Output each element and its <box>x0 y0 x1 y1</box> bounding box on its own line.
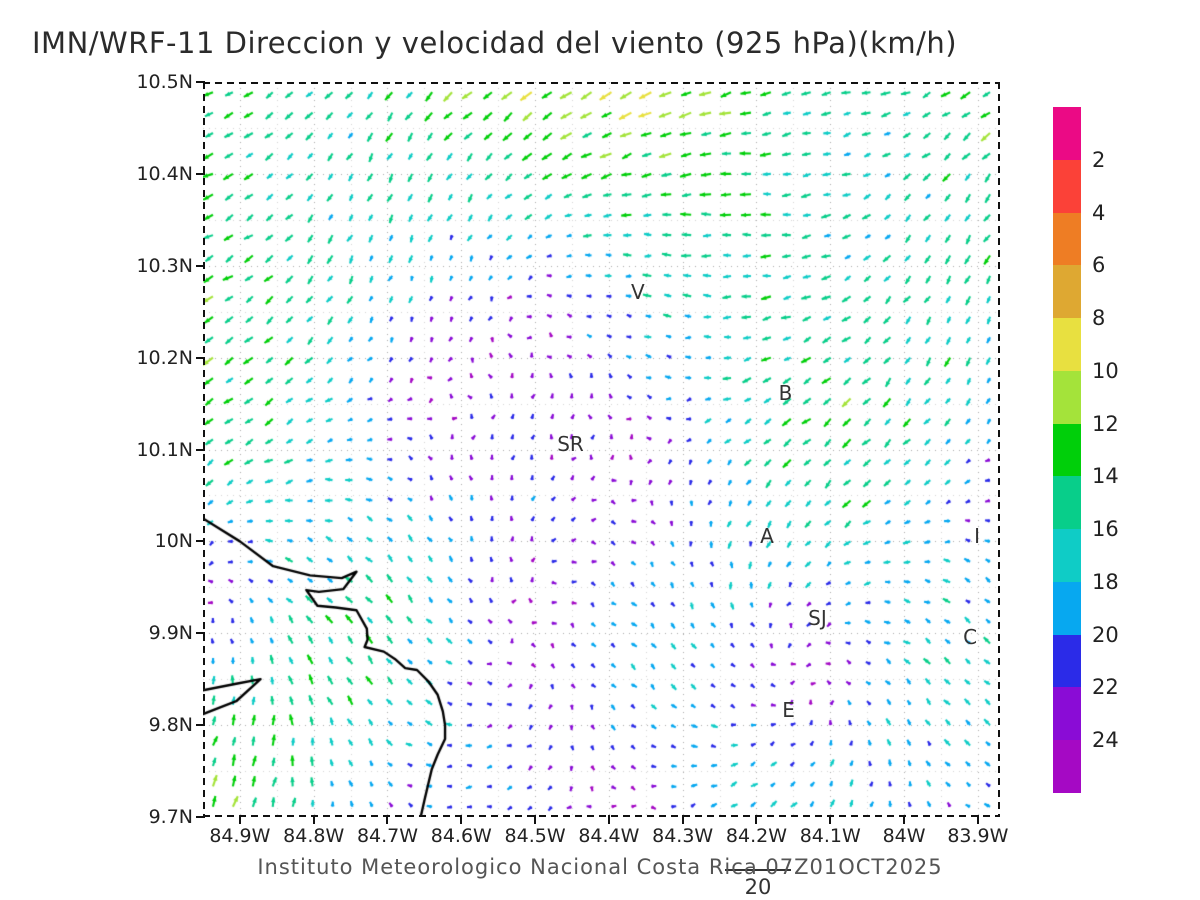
colorbar-tick-label: 20 <box>1092 622 1119 647</box>
colorbar-band <box>1053 529 1081 582</box>
x-tick-mark <box>903 815 906 824</box>
y-tick-label: 9.8N <box>148 714 193 737</box>
x-tick-mark <box>607 815 610 824</box>
x-tick-label: 83.9W <box>947 825 1009 847</box>
colorbar-tick-label: 6 <box>1092 253 1106 278</box>
colorbar-tick-label: 12 <box>1092 411 1119 436</box>
x-tick-label: 84.6W <box>430 825 492 847</box>
wind-vector-plot: V B SR A I SJ C E <box>203 82 1000 817</box>
colorbar-tick-label: 4 <box>1092 200 1106 225</box>
x-tick-label: 84W <box>882 825 926 847</box>
x-tick-mark <box>238 815 241 824</box>
x-tick-mark <box>460 815 463 824</box>
y-tick-mark <box>196 724 205 727</box>
y-tick-label: 10.1N <box>136 438 193 461</box>
x-tick-label: 84.9W <box>209 825 271 847</box>
colorbar-band <box>1053 634 1081 688</box>
x-tick-mark <box>386 815 389 824</box>
x-tick-mark <box>755 815 758 824</box>
colorbar-band <box>1053 107 1081 160</box>
y-tick-label: 10.5N <box>136 71 193 93</box>
y-tick-mark <box>196 81 205 83</box>
colorbar-tick-label: 22 <box>1092 675 1119 700</box>
plot-border-right <box>998 82 1000 817</box>
reference-vector-icon <box>725 869 791 871</box>
colorbar <box>1053 107 1081 793</box>
colorbar-tick-label: 2 <box>1092 147 1106 172</box>
x-tick-label: 84.7W <box>356 825 419 847</box>
y-tick-label: 10.4N <box>136 162 193 185</box>
colorbar-band <box>1053 265 1081 319</box>
grid-layer <box>203 82 1000 817</box>
colorbar-band <box>1053 687 1081 741</box>
map-city-label: B <box>778 381 793 406</box>
plot-border-top <box>203 82 1000 84</box>
colorbar-band <box>1053 740 1081 793</box>
colorbar-tick-label: 8 <box>1092 306 1106 331</box>
map-city-label: I <box>974 523 981 548</box>
colorbar-band <box>1053 159 1081 213</box>
x-tick-label: 84.8W <box>283 825 345 847</box>
x-tick-mark <box>534 815 537 824</box>
colorbar-band <box>1053 476 1081 530</box>
x-tick-label: 84.2W <box>725 825 788 847</box>
city-label-layer: V B SR A I SJ C E <box>203 82 1000 817</box>
map-city-label: C <box>963 624 978 649</box>
x-tick-label: 84.5W <box>504 825 566 847</box>
x-tick-label: 84.1W <box>799 825 861 847</box>
x-tick-mark <box>312 815 315 824</box>
wind-vector-field <box>203 82 1000 817</box>
y-tick-mark <box>196 172 205 175</box>
y-tick-label: 10N <box>154 530 193 553</box>
x-tick-label: 84.3W <box>652 825 714 847</box>
map-city-label: SR <box>557 431 584 456</box>
map-city-label: A <box>760 523 774 548</box>
y-tick-mark <box>196 356 205 359</box>
colorbar-tick-label: 24 <box>1092 728 1119 753</box>
colorbar-tick-label: 10 <box>1092 358 1119 383</box>
coastline-layer <box>203 82 1000 817</box>
y-tick-label: 10.2N <box>136 346 193 369</box>
y-tick-label: 10.3N <box>136 254 193 277</box>
y-tick-mark <box>196 816 205 818</box>
colorbar-tick-label: 18 <box>1092 569 1119 594</box>
colorbar-band <box>1053 318 1081 371</box>
map-city-label: SJ <box>808 606 827 631</box>
y-tick-mark <box>196 264 205 267</box>
y-tick-label: 9.9N <box>148 622 193 645</box>
plot-border-bottom <box>203 815 1000 817</box>
page-title: IMN/WRF-11 Direccion y velocidad del vie… <box>32 26 958 60</box>
y-tick-mark <box>196 448 205 451</box>
colorbar-tick-label: 14 <box>1092 464 1119 489</box>
map-city-label: E <box>782 698 795 723</box>
x-tick-mark <box>681 815 684 824</box>
y-tick-mark <box>196 540 205 543</box>
colorbar-band <box>1053 212 1081 266</box>
colorbar-band <box>1053 370 1081 424</box>
footer-caption: Instituto Meteorologico Nacional Costa R… <box>257 855 943 879</box>
map-city-label: V <box>631 280 645 305</box>
colorbar-tick-label: 16 <box>1092 517 1119 542</box>
colorbar-band <box>1053 423 1081 477</box>
x-tick-label: 84.4W <box>578 825 640 847</box>
y-tick-mark <box>196 632 205 635</box>
y-tick-label: 9.7N <box>148 806 193 828</box>
x-tick-mark <box>976 815 979 824</box>
x-tick-mark <box>829 815 832 824</box>
colorbar-band <box>1053 581 1081 635</box>
reference-vector-label: 20 <box>744 875 772 899</box>
